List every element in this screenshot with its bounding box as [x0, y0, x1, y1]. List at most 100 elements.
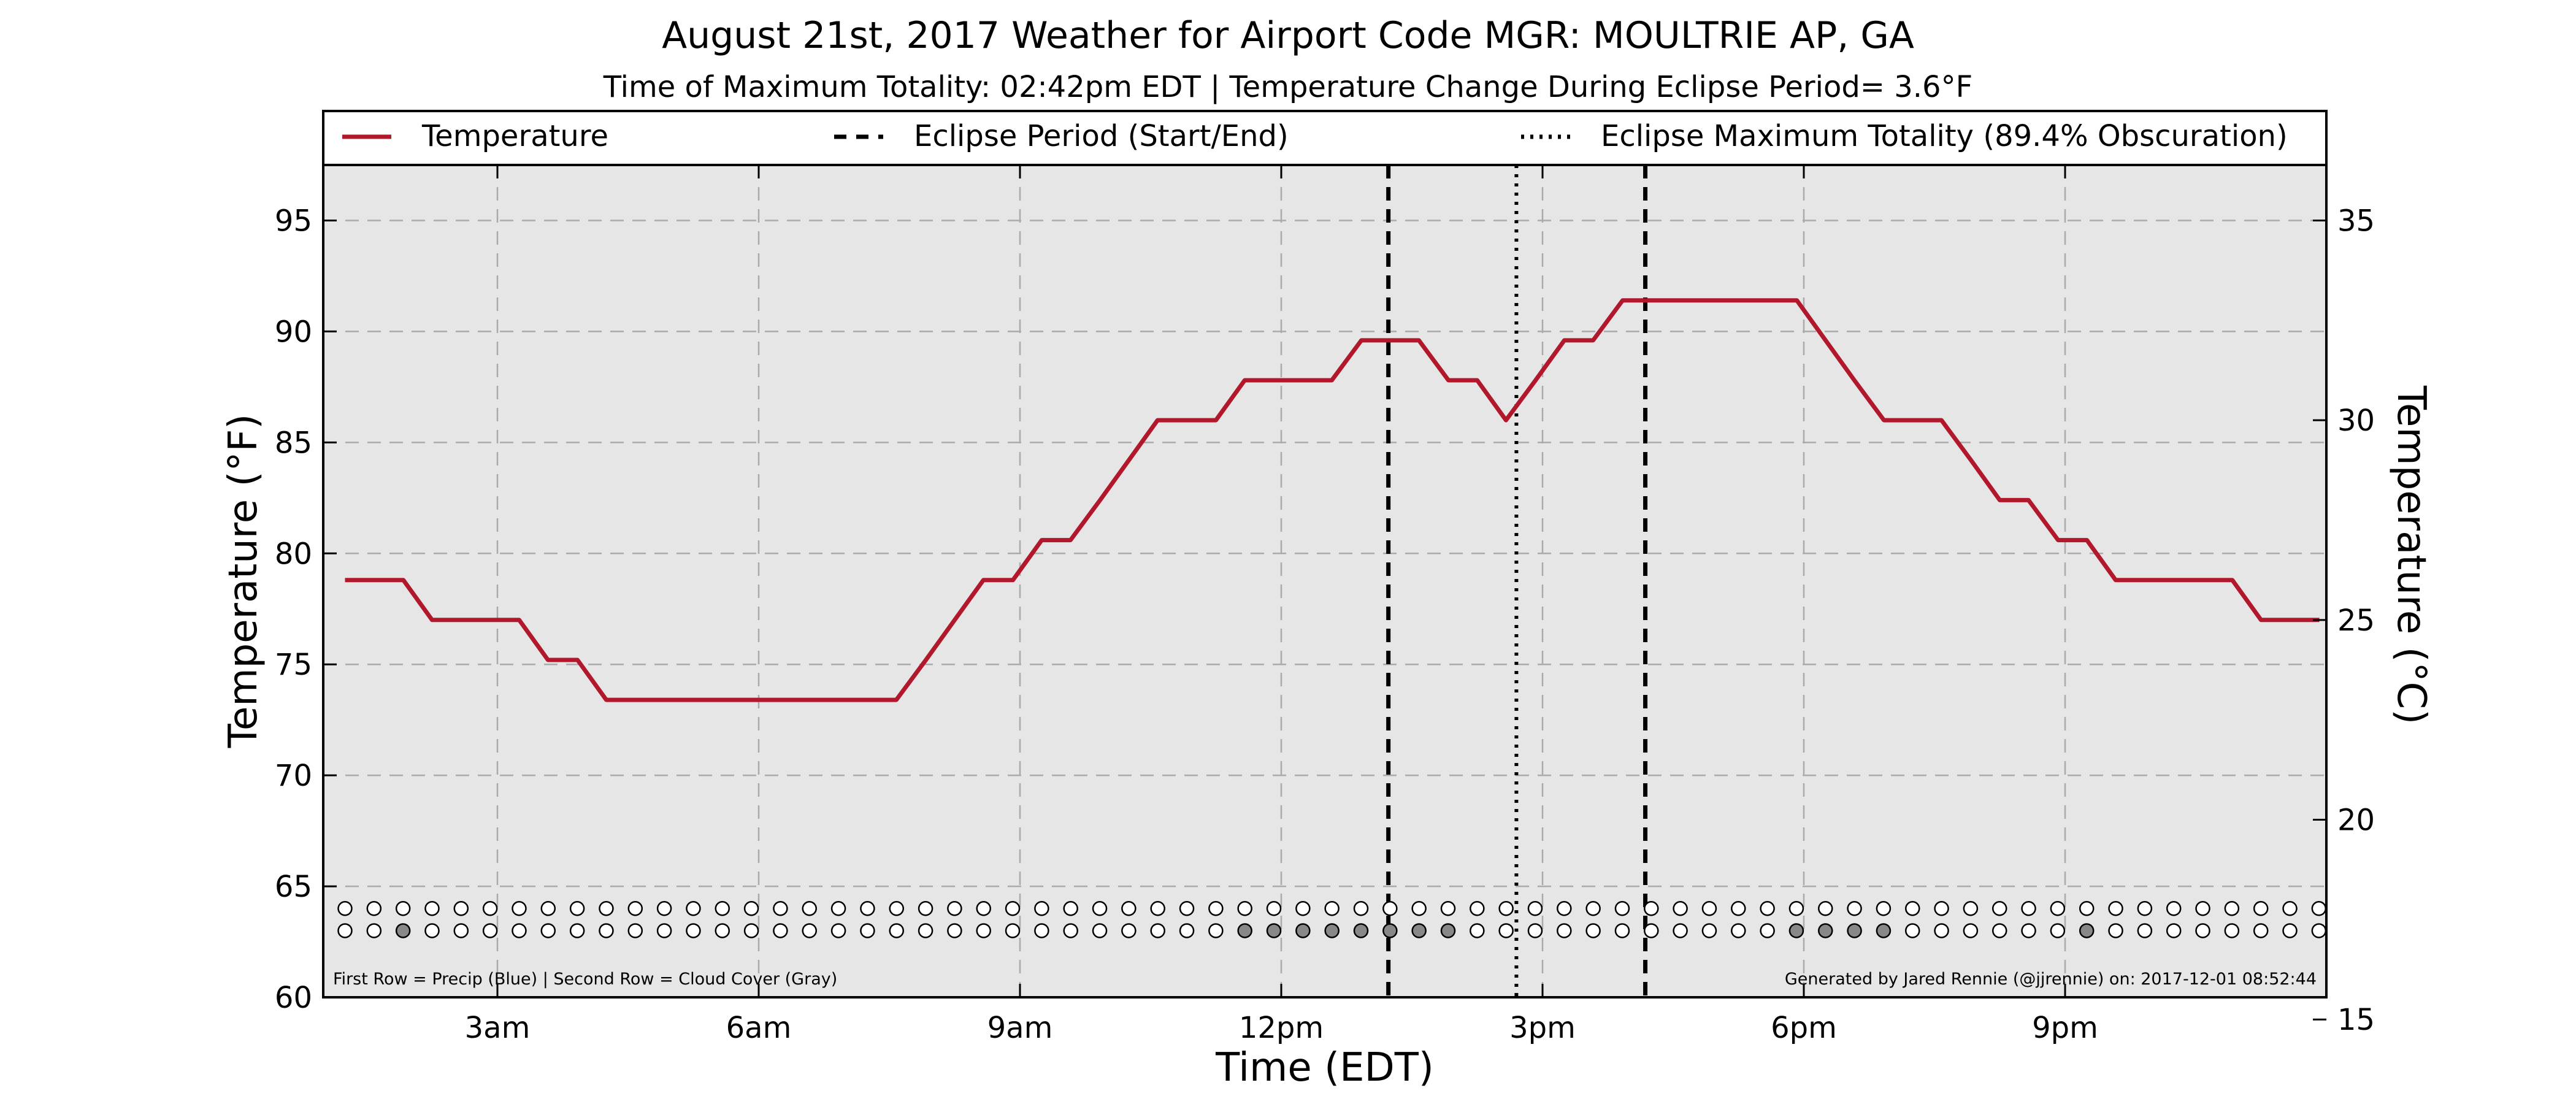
y-tick-label: 95 [275, 204, 312, 238]
precip-marker [395, 901, 411, 916]
precip-marker [1847, 901, 1862, 916]
cloud-cover-marker [1411, 923, 1427, 938]
cloud-cover-marker [1760, 923, 1775, 938]
precip-marker [686, 901, 701, 916]
y-right-tick-label: 35 [2337, 204, 2375, 238]
cloud-cover-marker [2282, 923, 2298, 938]
temperature-series [345, 298, 2320, 702]
cloud-cover-marker [1440, 923, 1456, 938]
cloud-cover-marker [337, 923, 353, 938]
precip-marker [1760, 901, 1775, 916]
cloud-cover-marker [743, 923, 759, 938]
precip-marker [1150, 901, 1165, 916]
cloud-cover-marker [569, 923, 585, 938]
precip-marker [2224, 901, 2240, 916]
precip-marker [1121, 901, 1137, 916]
precip-marker [1991, 901, 2007, 916]
y-axis-label-right: Temperature (°C) [2388, 385, 2434, 724]
cloud-cover-marker [1063, 923, 1078, 938]
precip-marker [947, 901, 962, 916]
cloud-cover-marker [2195, 923, 2210, 938]
precip-marker [1440, 901, 1456, 916]
legend-box [322, 110, 2328, 166]
cloud-cover-marker [947, 923, 962, 938]
cloud-cover-marker [1876, 923, 1892, 938]
cloud-cover-marker [512, 923, 527, 938]
cloud-cover-marker [1557, 923, 1572, 938]
precip-marker [1411, 901, 1427, 916]
cloud-cover-marker [2224, 923, 2240, 938]
x-tick-label: 3pm [1509, 1011, 1576, 1045]
cloud-cover-marker [889, 923, 904, 938]
x-tick-label: 6pm [1771, 1011, 1837, 1045]
temperature-line [345, 298, 2320, 702]
y-right-tick-label: 30 [2337, 404, 2375, 438]
precip-marker [1644, 901, 1659, 916]
precip-marker [1614, 901, 1630, 916]
cloud-cover-marker [802, 923, 818, 938]
cloud-cover-marker [1121, 923, 1137, 938]
chart-title: August 21st, 2017 Weather for Airport Co… [662, 14, 1914, 57]
cloud-cover-marker [2079, 923, 2095, 938]
y-tick-label: 85 [275, 426, 312, 460]
precip-marker [2195, 901, 2210, 916]
precip-marker [1005, 901, 1021, 916]
legend: Temperature Eclipse Period (Start/End) E… [322, 110, 2328, 166]
cloud-cover-marker [2137, 923, 2153, 938]
left-y-axis: 60 65 70 75 80 85 90 95 [275, 204, 337, 1015]
cloud-cover-marker [1150, 923, 1165, 938]
cloud-cover-marker [2021, 923, 2036, 938]
grid-lines [323, 165, 2326, 997]
precip-marker [656, 901, 672, 916]
precip-marker [627, 901, 643, 916]
cloud-cover-marker [1673, 923, 1688, 938]
y-right-tick-label: 20 [2337, 803, 2375, 838]
cloud-cover-marker [773, 923, 788, 938]
precip-cloud-markers [337, 901, 2327, 938]
precip-marker [569, 901, 585, 916]
precip-marker [1557, 901, 1572, 916]
x-tick-label: 3am [465, 1011, 531, 1045]
cloud-cover-marker [1904, 923, 1920, 938]
cloud-cover-marker [1470, 923, 1485, 938]
precip-marker [2137, 901, 2153, 916]
precip-marker [1818, 901, 1833, 916]
cloud-cover-marker [627, 923, 643, 938]
cloud-cover-marker [2108, 923, 2123, 938]
cloud-cover-marker [1731, 923, 1746, 938]
cloud-cover-marker [1208, 923, 1224, 938]
footnote-left: First Row = Precip (Blue) | Second Row =… [333, 970, 837, 989]
precip-marker [715, 901, 730, 916]
cloud-cover-marker [1034, 923, 1049, 938]
y-tick-label: 75 [275, 648, 312, 682]
precip-marker [1527, 901, 1543, 916]
precip-marker [1295, 901, 1311, 916]
precip-marker [860, 901, 875, 916]
cloud-cover-marker [424, 923, 440, 938]
precip-marker [512, 901, 527, 916]
precip-marker [830, 901, 846, 916]
cloud-cover-marker [1237, 923, 1252, 938]
precip-marker [2166, 901, 2182, 916]
precip-marker [2253, 901, 2269, 916]
precip-marker [2108, 901, 2123, 916]
cloud-cover-marker [482, 923, 498, 938]
precip-marker [1208, 901, 1224, 916]
precip-marker [773, 901, 788, 916]
precip-marker [1092, 901, 1108, 916]
precip-marker [2282, 901, 2298, 916]
cloud-cover-marker [2166, 923, 2182, 938]
cloud-cover-marker [599, 923, 614, 938]
x-tick-label: 6am [726, 1011, 792, 1045]
precip-marker [540, 901, 556, 916]
x-tick-label: 12pm [1239, 1011, 1324, 1045]
precip-marker [1673, 901, 1688, 916]
precip-marker [424, 901, 440, 916]
cloud-cover-marker [1991, 923, 2007, 938]
precip-marker [2311, 901, 2327, 916]
precip-marker [1034, 901, 1049, 916]
precip-marker [337, 901, 353, 916]
cloud-cover-marker [1644, 923, 1659, 938]
precip-marker [1382, 901, 1398, 916]
